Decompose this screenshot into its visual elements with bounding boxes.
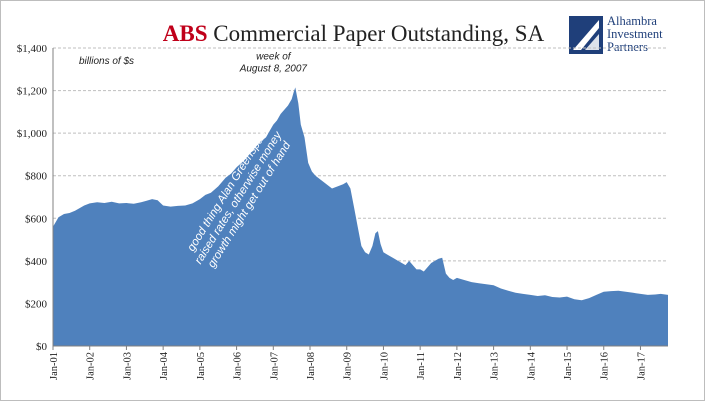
x-tick-label: Jan-01 [49, 352, 60, 380]
y-tick-label: $200 [25, 298, 48, 310]
x-tick-label: Jan-05 [196, 352, 207, 380]
y-tick-label: $800 [25, 171, 48, 183]
y-tick-label: $1,000 [17, 128, 48, 140]
x-tick-label: Jan-08 [306, 352, 317, 380]
y-tick-label: $0 [36, 341, 48, 353]
x-tick-label: Jan-06 [233, 352, 244, 380]
x-tick-label: Jan-02 [86, 352, 97, 380]
area-series [53, 87, 668, 347]
x-tick-label: Jan-07 [269, 352, 280, 380]
x-tick-label: Jan-11 [416, 352, 427, 380]
x-tick-label: Jan-16 [600, 352, 611, 380]
company-logo: Alhambra Investment Partners [569, 15, 701, 57]
y-tick-label: $1,200 [17, 86, 48, 98]
y-tick-label: $1,400 [17, 43, 48, 55]
x-tick-label: Jan-15 [563, 352, 574, 380]
x-tick-label: Jan-14 [526, 351, 537, 380]
x-tick-label: Jan-09 [343, 352, 354, 380]
x-tick-label: Jan-10 [379, 352, 390, 380]
logo-text: Alhambra Investment Partners [607, 14, 663, 54]
x-tick-label: Jan-17 [636, 352, 647, 380]
title-rest: Commercial Paper Outstanding, SA [207, 21, 545, 46]
title-highlight: ABS [162, 21, 208, 46]
chart-title: ABS Commercial Paper Outstanding, SA [1, 21, 705, 47]
x-tick-label: Jan-12 [453, 352, 464, 380]
y-tick-label: $400 [25, 256, 48, 268]
x-tick-label: Jan-03 [122, 352, 133, 380]
peak-annotation: week of August 8, 2007 [239, 51, 308, 74]
unit-label: billions of $s [79, 56, 134, 67]
y-tick-label: $600 [25, 213, 48, 225]
x-tick-label: Jan-04 [159, 351, 170, 380]
x-tick-label: Jan-13 [490, 352, 501, 380]
